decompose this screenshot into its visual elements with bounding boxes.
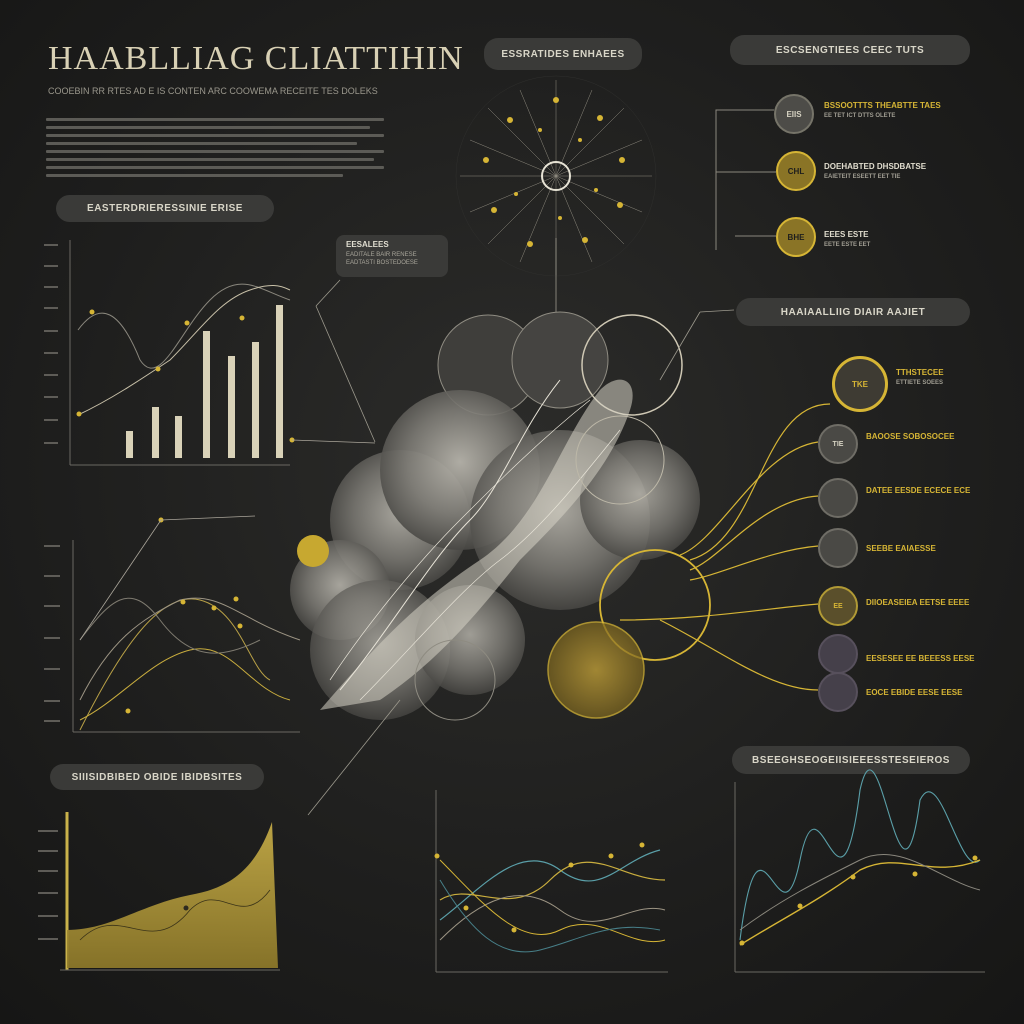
- header-pill-bottom-left: SIIISIDBIBED OBIDE IBIDBSITES: [50, 764, 264, 790]
- header-pill-top-center: ESSRATIDES ENHAEES: [484, 38, 642, 70]
- header-pill-top-right: ESCSENGTIEES CEEC TUTS: [730, 35, 970, 65]
- bottom-center-chart: [434, 790, 668, 973]
- page-subtitle: COOEBIN RR RTES AD E IS CONTEN ARC COOWE…: [48, 86, 378, 96]
- right-item-1: TKE: [832, 356, 888, 412]
- right-item-3-label: DATEE EESDE ECECE ECE: [866, 486, 971, 495]
- top-right-item-1-sub: EE TET ICT DTTS OLETE: [824, 113, 896, 119]
- top-right-item-2: CHL: [776, 151, 816, 191]
- top-right-item-1: EIIS: [774, 94, 814, 134]
- top-right-item-1-badge: EIIS: [786, 109, 802, 119]
- header-pill-bottom-right: BSEEGHSEOGEIISIEEESSTESEIEROS: [732, 746, 970, 774]
- radial-burst: [455, 75, 657, 330]
- top-right-item-1-label: BSSOOTTTS THEABTTE TAES: [824, 101, 941, 110]
- top-right-item-2-label: DOEHABTED DHSDBATSE: [824, 162, 927, 171]
- right-item-2-label: BAOOSE SOBOSOCEE: [866, 432, 955, 441]
- top-right-item-3-label: EEES ESTE: [824, 230, 869, 239]
- page-title: HAABLLIAG CLIATTIHIN: [48, 40, 464, 77]
- right-item-4: [818, 528, 858, 568]
- top-right-item-2-sub: EAIETEIT ESEETT EET TIE: [824, 174, 901, 180]
- right-item-4-label: SEEBE EAIAESSE: [866, 544, 936, 553]
- right-item-7: [818, 672, 858, 712]
- right-connectors: [619, 403, 831, 691]
- header-pill-bottom-right-label: BSEEGHSEOGEIISIEEESSTESEIEROS: [752, 754, 950, 766]
- header-pill-middle-right-label: HAAIAALLIIG DIAIR AAJIET: [780, 306, 926, 318]
- bottom-right-chart: [734, 769, 985, 973]
- header-pill-middle-right: HAAIAALLIIG DIAIR AAJIET: [736, 298, 970, 326]
- header-pill-left-chart: EASTERDRIERESSINIE ERISE: [56, 195, 274, 222]
- header-pill-left-chart-label: EASTERDRIERESSINIE ERISE: [87, 203, 243, 214]
- top-left-chart: [44, 240, 376, 466]
- callout-title: EESALEES: [346, 240, 389, 249]
- top-right-connectors: [715, 109, 776, 250]
- top-right-item-3: BHE: [776, 217, 816, 257]
- callout-line-2: EADTASTI BOSTEDOESE: [346, 260, 418, 266]
- right-item-5-label: DIIOEASEIEA EETSE EEEE: [866, 598, 970, 607]
- right-item-6-label: EESESEE EE BEEESS EESE: [866, 654, 975, 663]
- header-pill-bottom-left-label: SIIISIDBIBED OBIDE IBIDBSITES: [71, 771, 243, 783]
- central-sculpture: [290, 279, 735, 816]
- top-right-item-3-sub: EETE ESTE EET: [824, 242, 871, 248]
- right-item-5-badge: EE: [833, 602, 843, 610]
- right-item-2-badge: TIE: [832, 440, 844, 448]
- callout-box: EESALEES EADITALE BAIR RENESE EADTASTI B…: [336, 235, 448, 277]
- right-item-7-label: EOCE EBIDE EESE EESE: [866, 688, 963, 697]
- header-pill-top-center-label: ESSRATIDES ENHAEES: [501, 48, 625, 60]
- bottom-left-area-chart: [38, 812, 280, 971]
- right-item-3: [818, 478, 858, 518]
- header-pill-top-right-label: ESCSENGTIEES CEEC TUTS: [775, 44, 925, 56]
- right-item-1-sub: ETTIETE SOEES: [896, 380, 944, 386]
- mid-left-chart: [44, 515, 301, 733]
- right-item-1-label: TTHSTECEE: [896, 368, 944, 377]
- right-item-1-badge: TKE: [852, 379, 868, 389]
- callout-line-1: EADITALE BAIR RENESE: [346, 252, 417, 258]
- right-item-6: [818, 634, 858, 674]
- top-right-item-3-badge: BHE: [787, 232, 805, 242]
- top-right-item-2-badge: CHL: [787, 166, 805, 176]
- right-item-2: TIE: [818, 424, 858, 464]
- right-item-5: EE: [818, 586, 858, 626]
- intro-text-block: [46, 118, 384, 182]
